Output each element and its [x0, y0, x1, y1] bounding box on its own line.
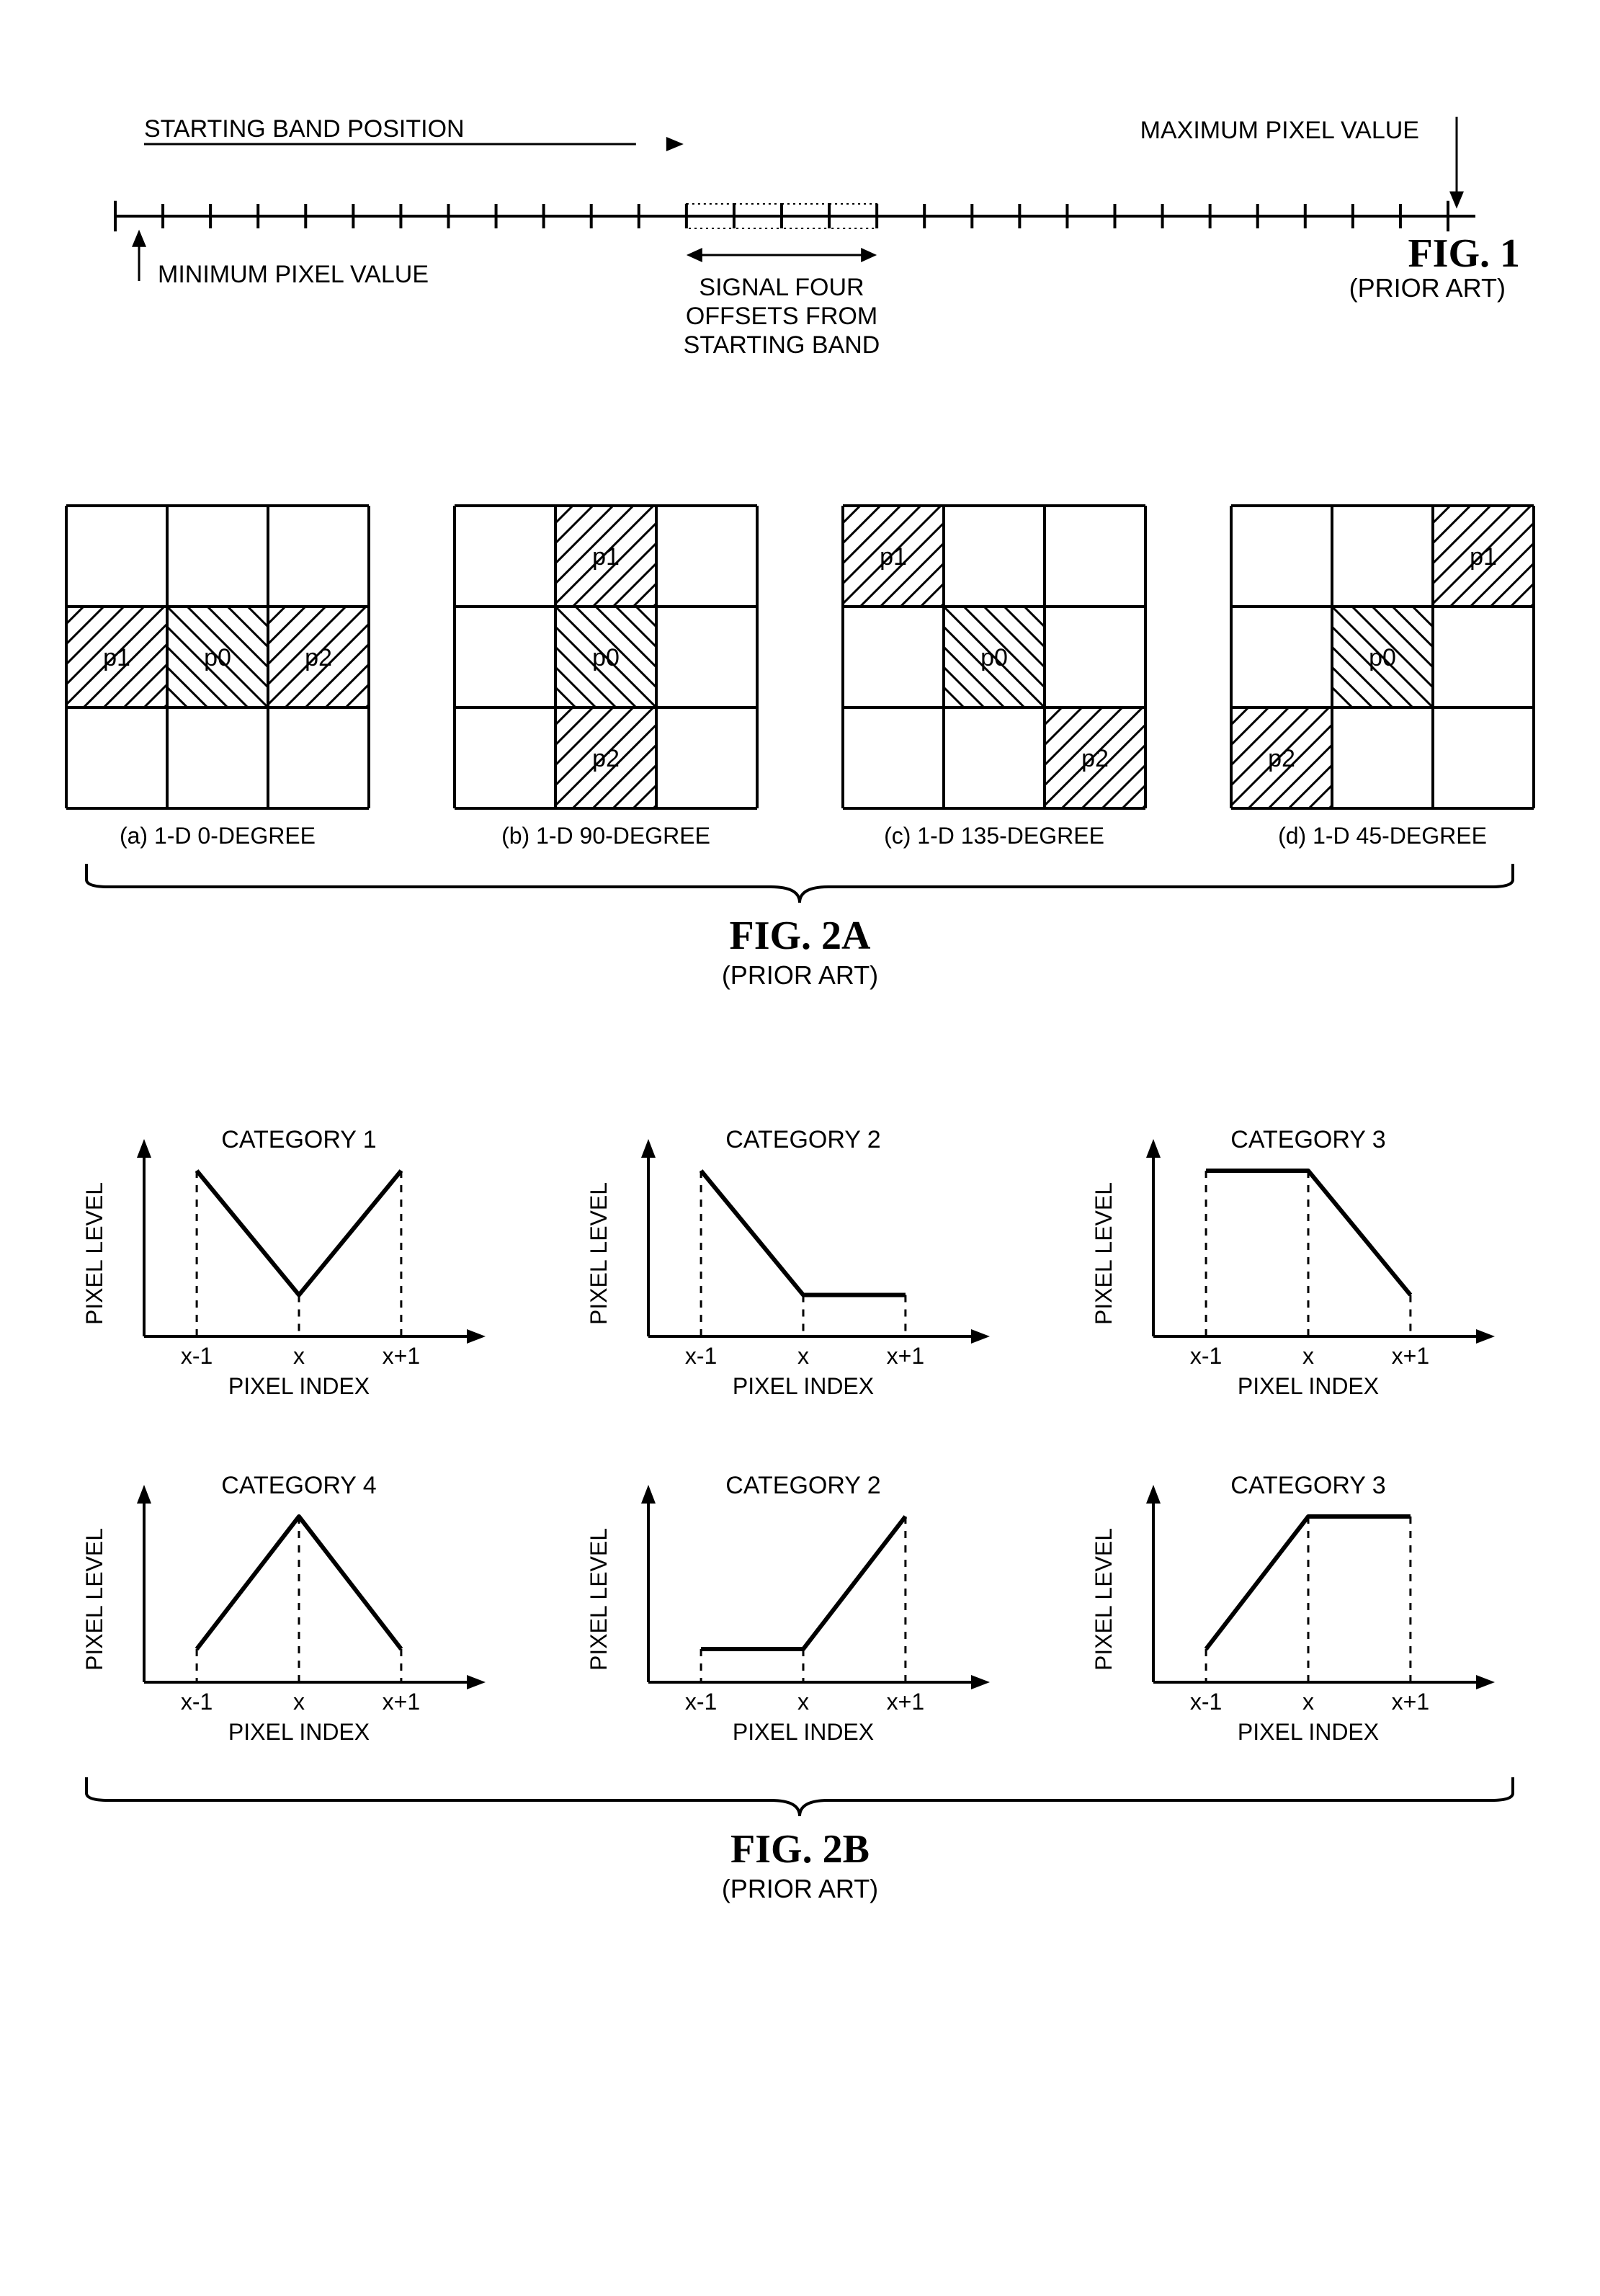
figure-title: FIG. 2A: [65, 913, 1535, 959]
fig2a-panel-a: p1 p0 p2 (a) 1-D 0-DEGREE: [65, 504, 370, 849]
svg-text:MAXIMUM PIXEL VALUE: MAXIMUM PIXEL VALUE: [1140, 117, 1419, 144]
grid-svg: p1 p0 p2: [1230, 504, 1535, 810]
svg-text:PIXEL LEVEL: PIXEL LEVEL: [1091, 1528, 1117, 1671]
svg-text:CATEGORY 2: CATEGORY 2: [726, 1126, 881, 1153]
svg-text:PIXEL INDEX: PIXEL INDEX: [733, 1719, 874, 1745]
panel-caption: (c) 1-D 135-DEGREE: [841, 823, 1147, 849]
svg-text:PIXEL LEVEL: PIXEL LEVEL: [586, 1528, 612, 1671]
svg-text:x: x: [797, 1343, 809, 1369]
fig2a-caption: FIG. 2A (PRIOR ART): [65, 913, 1535, 991]
figure-title: FIG. 2B: [65, 1826, 1535, 1872]
fig2a-brace: [65, 858, 1534, 908]
svg-text:p0: p0: [204, 644, 231, 671]
svg-text:STARTING BAND: STARTING BAND: [684, 331, 880, 359]
svg-text:p2: p2: [305, 644, 332, 671]
svg-text:x: x: [293, 1689, 305, 1715]
chart-panel: x-1 x x+1 PIXEL INDEX PIXEL LEVEL CATEGORY 2: [569, 1113, 1030, 1416]
svg-text:x+1: x+1: [1391, 1343, 1429, 1369]
svg-text:x: x: [797, 1689, 809, 1715]
figure-2a: p1 p0 p2 (a) 1-D 0-DEGREE p1 p0 p2 (b) 1-D 90-D…: [65, 504, 1535, 991]
figure-subtitle: (PRIOR ART): [65, 1874, 1535, 1904]
chart-panel: x-1 x x+1 PIXEL INDEX PIXEL LEVEL CATEGORY 3: [1074, 1113, 1535, 1416]
svg-text:x-1: x-1: [181, 1689, 213, 1715]
fig2a-panel-d: p1 p0 p2 (d) 1-D 45-DEGREE: [1230, 504, 1535, 849]
svg-text:x+1: x+1: [383, 1689, 420, 1715]
grid-svg: p1 p0 p2: [65, 504, 370, 810]
svg-text:CATEGORY 3: CATEGORY 3: [1230, 1472, 1385, 1499]
svg-text:p2: p2: [1268, 745, 1295, 772]
svg-text:PIXEL LEVEL: PIXEL LEVEL: [1091, 1182, 1117, 1325]
svg-text:x+1: x+1: [1391, 1689, 1429, 1715]
fig1-svg: STARTING BAND POSITION MAXIMUM PIXEL VALU…: [65, 72, 1534, 403]
svg-text:PIXEL INDEX: PIXEL INDEX: [733, 1373, 874, 1399]
figure-subtitle: (PRIOR ART): [65, 960, 1535, 991]
grid-svg: p1 p0 p2: [841, 504, 1147, 810]
svg-text:PIXEL INDEX: PIXEL INDEX: [228, 1373, 370, 1399]
svg-text:PIXEL LEVEL: PIXEL LEVEL: [586, 1182, 612, 1325]
svg-text:CATEGORY 2: CATEGORY 2: [726, 1472, 881, 1499]
svg-text:p2: p2: [592, 745, 620, 772]
svg-text:PIXEL LEVEL: PIXEL LEVEL: [81, 1528, 107, 1671]
chart-panel: x-1 x x+1 PIXEL INDEX PIXEL LEVEL CATEGORY 4: [65, 1459, 526, 1761]
panel-caption: (b) 1-D 90-DEGREE: [453, 823, 759, 849]
svg-text:CATEGORY 3: CATEGORY 3: [1230, 1126, 1385, 1153]
svg-text:p0: p0: [592, 644, 620, 671]
svg-text:x: x: [1302, 1689, 1314, 1715]
figure-1: STARTING BAND POSITION MAXIMUM PIXEL VALU…: [65, 72, 1535, 403]
fig2b-brace: [65, 1772, 1534, 1822]
svg-text:x-1: x-1: [1190, 1689, 1222, 1715]
svg-text:PIXEL INDEX: PIXEL INDEX: [1238, 1373, 1379, 1399]
figure-2b: x-1xx+1PIXEL INDEXPIXEL LEVELCATEGORY 1x…: [65, 1113, 1535, 1904]
fig2a-panel-c: p1 p0 p2 (c) 1-D 135-DEGREE: [841, 504, 1147, 849]
fig2a-row: p1 p0 p2 (a) 1-D 0-DEGREE p1 p0 p2 (b) 1-D 90-D…: [65, 504, 1535, 849]
chart-panel: x-1 x x+1 PIXEL INDEX PIXEL LEVEL CATEGORY 1: [65, 1113, 526, 1416]
svg-text:OFFSETS FROM: OFFSETS FROM: [686, 303, 877, 330]
fig2a-panel-b: p1 p0 p2 (b) 1-D 90-DEGREE: [453, 504, 759, 849]
svg-text:PIXEL INDEX: PIXEL INDEX: [1238, 1719, 1379, 1745]
svg-text:FIG. 1: FIG. 1: [1408, 231, 1520, 276]
svg-text:x+1: x+1: [383, 1343, 420, 1369]
svg-text:p1: p1: [880, 543, 907, 571]
svg-text:p0: p0: [980, 644, 1008, 671]
svg-text:(PRIOR ART): (PRIOR ART): [1349, 273, 1506, 303]
chart-panel: x-1 x x+1 PIXEL INDEX PIXEL LEVEL CATEGORY 2: [569, 1459, 1030, 1761]
fig2b-grid: x-1xx+1PIXEL INDEXPIXEL LEVELCATEGORY 1x…: [65, 1113, 1535, 1761]
svg-text:p2: p2: [1081, 745, 1109, 772]
fig2b-caption: FIG. 2B (PRIOR ART): [65, 1826, 1535, 1904]
svg-text:MINIMUM PIXEL VALUE: MINIMUM PIXEL VALUE: [158, 261, 429, 288]
svg-text:p1: p1: [1470, 543, 1497, 571]
svg-text:p1: p1: [592, 543, 620, 571]
svg-text:CATEGORY 4: CATEGORY 4: [221, 1472, 376, 1499]
svg-text:p1: p1: [103, 644, 130, 671]
svg-text:x+1: x+1: [887, 1343, 924, 1369]
svg-text:CATEGORY 1: CATEGORY 1: [221, 1126, 376, 1153]
svg-text:x+1: x+1: [887, 1689, 924, 1715]
svg-text:x-1: x-1: [685, 1689, 717, 1715]
panel-caption: (d) 1-D 45-DEGREE: [1230, 823, 1535, 849]
grid-svg: p1 p0 p2: [453, 504, 759, 810]
svg-text:PIXEL INDEX: PIXEL INDEX: [228, 1719, 370, 1745]
panel-caption: (a) 1-D 0-DEGREE: [65, 823, 370, 849]
svg-text:x: x: [293, 1343, 305, 1369]
svg-text:SIGNAL FOUR: SIGNAL FOUR: [699, 274, 864, 301]
svg-text:PIXEL LEVEL: PIXEL LEVEL: [81, 1182, 107, 1325]
svg-text:p0: p0: [1369, 644, 1396, 671]
chart-panel: x-1 x x+1 PIXEL INDEX PIXEL LEVEL CATEGORY 3: [1074, 1459, 1535, 1761]
svg-text:x: x: [1302, 1343, 1314, 1369]
svg-text:x-1: x-1: [685, 1343, 717, 1369]
svg-text:STARTING BAND POSITION: STARTING BAND POSITION: [144, 115, 465, 143]
svg-text:x-1: x-1: [181, 1343, 213, 1369]
svg-text:x-1: x-1: [1190, 1343, 1222, 1369]
